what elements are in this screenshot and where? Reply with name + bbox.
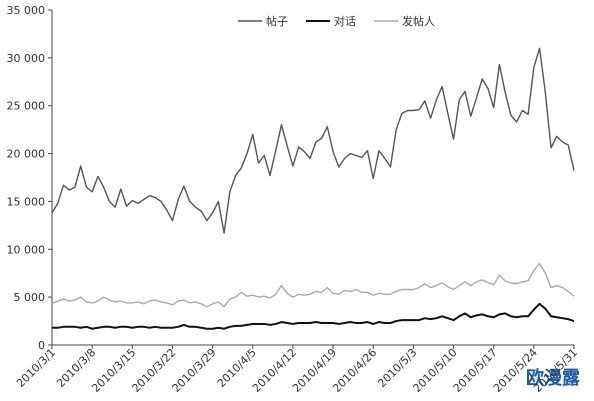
x-tick-label: 2010/4/26 bbox=[330, 346, 379, 395]
legend-label: 对话 bbox=[334, 14, 356, 28]
x-tick-label: 2010/3/29 bbox=[170, 346, 219, 395]
y-tick-label: 30 000 bbox=[7, 52, 46, 65]
x-tick-label: 2010/3/1 bbox=[14, 346, 58, 390]
y-tick-label: 10 000 bbox=[7, 243, 46, 256]
series-line bbox=[51, 47, 575, 234]
y-tick-label: 15 000 bbox=[7, 195, 46, 208]
y-tick-label: 20 000 bbox=[7, 148, 46, 161]
series-line bbox=[52, 302, 575, 330]
legend: 帖子 对话 发帖人 bbox=[238, 14, 435, 28]
y-tick-label: 35 000 bbox=[7, 4, 46, 17]
y-tick-label: 0 bbox=[38, 339, 45, 352]
legend-label: 帖子 bbox=[266, 15, 288, 28]
watermark: 欧漫露 bbox=[526, 367, 581, 389]
series-line bbox=[51, 262, 575, 308]
legend-label: 发帖人 bbox=[402, 14, 435, 28]
y-tick-label: 25 000 bbox=[7, 100, 46, 113]
y-tick-label: 5 000 bbox=[14, 291, 46, 304]
